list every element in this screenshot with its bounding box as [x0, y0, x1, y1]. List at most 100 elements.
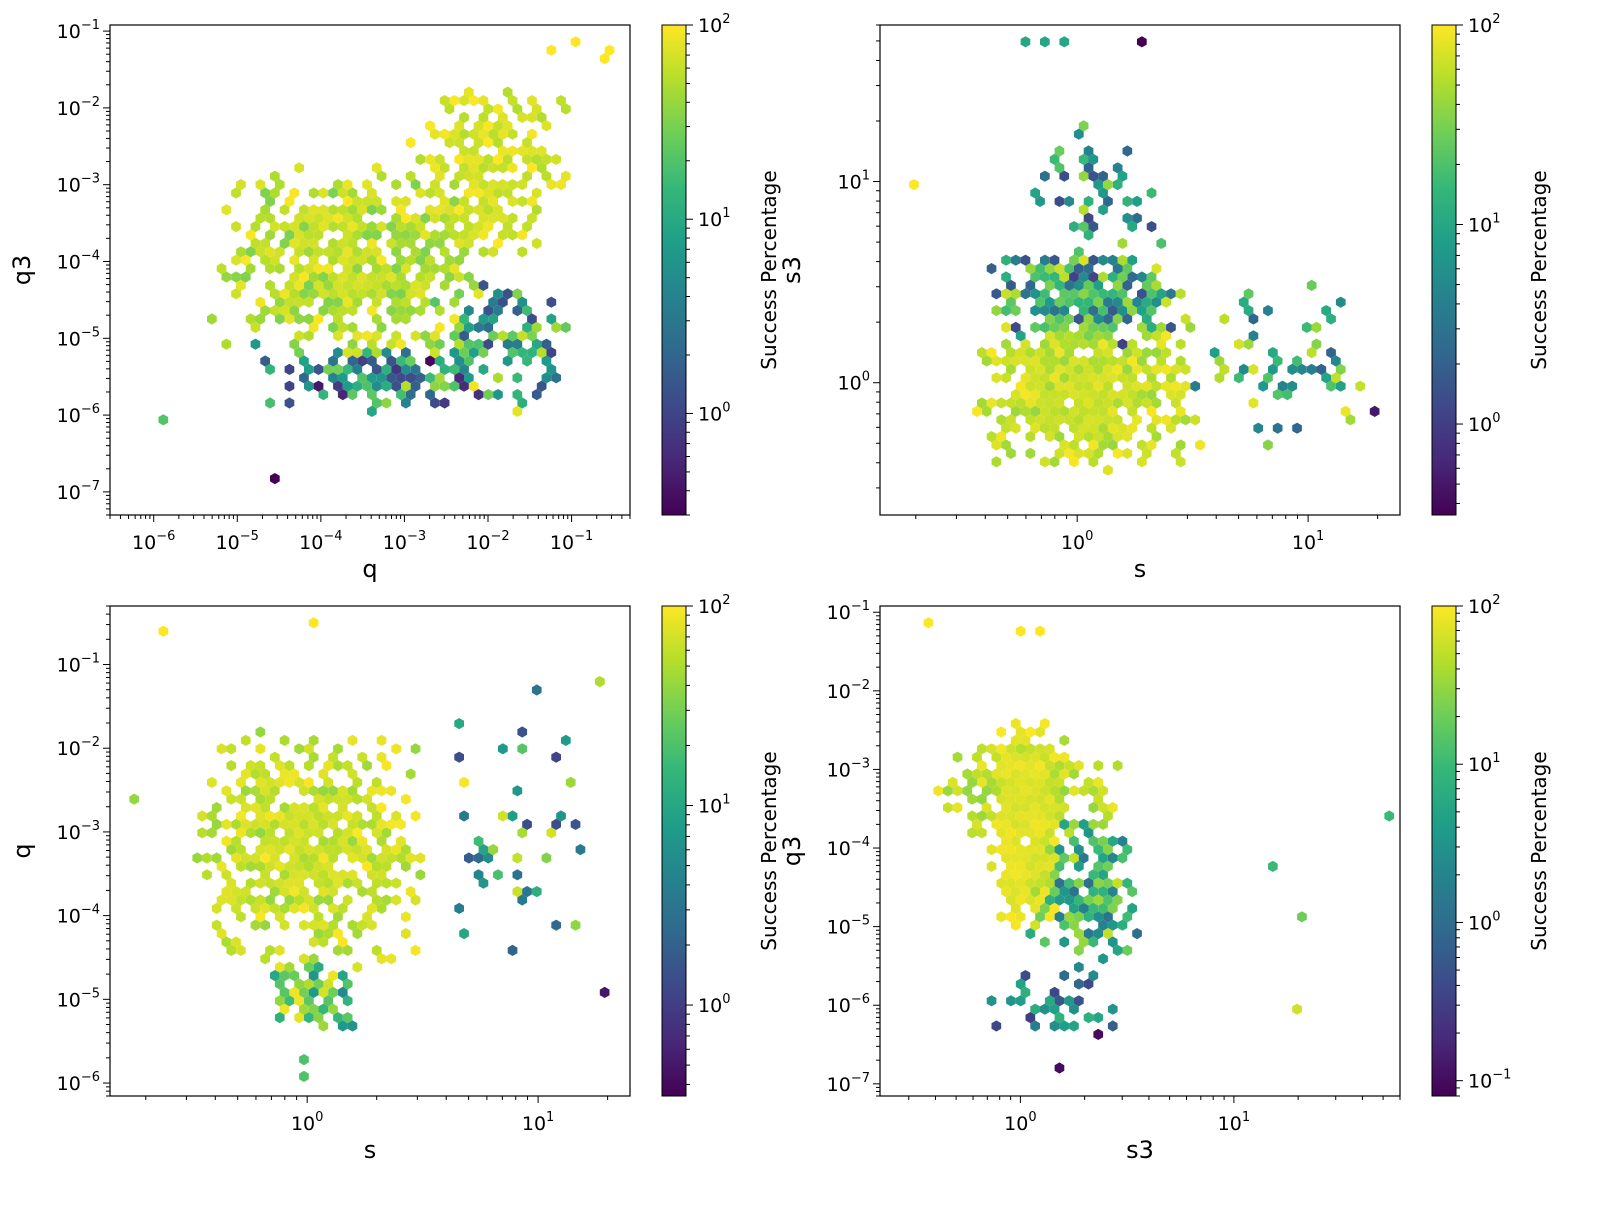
hex-cell: [1127, 338, 1137, 350]
hex-cell: [362, 347, 372, 359]
hex-cell: [449, 296, 460, 308]
hex-cell: [464, 338, 474, 350]
hex-cell: [522, 170, 532, 182]
hex-cell: [250, 221, 261, 233]
hex-cell: [551, 751, 561, 763]
hex-cell: [158, 414, 169, 426]
hex-cell: [488, 296, 498, 308]
hex-cell: [304, 760, 314, 772]
hex-cell: [981, 785, 992, 797]
hex-cell: [425, 372, 435, 384]
hex-cell: [367, 271, 377, 283]
hex-cell: [352, 961, 363, 973]
hex-cell: [972, 768, 982, 780]
hex-cell: [1010, 818, 1021, 830]
hex-cell: [1030, 785, 1040, 797]
hex-cell: [371, 279, 382, 291]
hex-cell: [376, 734, 387, 746]
hex-cell: [308, 271, 319, 283]
hex-cell: [323, 877, 334, 889]
hex-cell: [337, 237, 348, 249]
hex-cell: [323, 296, 334, 308]
hex-cell: [1001, 751, 1011, 763]
hex-cell: [1093, 414, 1104, 426]
hex-cell: [1093, 911, 1104, 923]
hex-cell: [279, 919, 290, 931]
hex-cell: [1263, 439, 1273, 451]
hex-cell: [333, 743, 343, 755]
hex-cell: [396, 355, 406, 367]
hex-cell: [502, 221, 513, 233]
hex-cell: [226, 743, 237, 755]
hex-cell: [362, 195, 372, 207]
hex-cell: [1074, 894, 1084, 906]
hex-cell: [367, 919, 377, 931]
hex-cell: [347, 389, 358, 401]
hex-cell: [1040, 869, 1050, 881]
hex-cell: [1161, 363, 1171, 375]
hex-cell: [328, 785, 338, 797]
hex-cell: [454, 120, 464, 132]
hex-cell: [381, 827, 392, 839]
hex-cell: [342, 279, 353, 291]
hex-cell: [391, 263, 401, 275]
hex-cell: [255, 844, 266, 856]
hex-cell: [1015, 877, 1026, 889]
hex-cell: [265, 776, 275, 788]
hex-cell: [401, 793, 411, 805]
hexbin-cells: [158, 36, 615, 485]
hex-cell: [1059, 936, 1070, 948]
hex-cell: [1141, 447, 1152, 459]
hex-cell: [488, 844, 498, 856]
hex-cell: [294, 978, 304, 990]
hex-cell: [1098, 818, 1108, 830]
y-tick-label: 10−4: [57, 903, 100, 928]
hex-cell: [522, 153, 532, 165]
hex-cell: [260, 254, 270, 266]
hex-cell: [371, 195, 382, 207]
hex-cell: [337, 802, 348, 814]
hex-cell: [502, 120, 513, 132]
hex-cell: [1025, 380, 1036, 392]
hex-cell: [967, 810, 977, 822]
hex-cell: [1074, 431, 1084, 443]
hex-cell: [507, 179, 518, 191]
hex-cell: [1001, 254, 1011, 266]
hex-cell: [1010, 852, 1021, 864]
hex-cell: [255, 911, 266, 923]
hex-cell: [352, 877, 363, 889]
hex-cell: [449, 195, 460, 207]
hex-cell: [308, 818, 319, 830]
hex-cell: [1010, 321, 1021, 333]
hex-cell: [270, 785, 280, 797]
hex-cell: [1049, 372, 1060, 384]
hex-cell: [1083, 928, 1094, 940]
hex-cell: [260, 818, 270, 830]
hex-cell: [1083, 414, 1094, 426]
colorbar-label: Success Percentage: [1527, 170, 1551, 369]
hex-cell: [1151, 380, 1162, 392]
hex-cell: [1069, 288, 1079, 300]
hex-cell: [386, 355, 397, 367]
hex-cell: [1025, 263, 1036, 275]
hex-cell: [328, 187, 338, 199]
hex-cell: [430, 229, 440, 241]
hex-cell: [386, 852, 397, 864]
hex-cell: [391, 195, 401, 207]
hex-cell: [342, 1012, 353, 1024]
hex-cell: [265, 793, 275, 805]
hex-cell: [991, 372, 1002, 384]
panel-1: 10−6 10−5 10−4 10−3 10−2 10−110−710−610−510−4…: [8, 12, 781, 583]
hex-cell: [546, 363, 557, 375]
hex-cell: [488, 313, 498, 325]
hex-cell: [1044, 380, 1055, 392]
hex-cell: [1083, 447, 1094, 459]
hex-cell: [255, 296, 266, 308]
hex-cell: [289, 237, 300, 249]
hex-cell: [1078, 120, 1089, 132]
hex-cell: [260, 305, 270, 317]
hex-cell: [396, 254, 406, 266]
hex-cell: [1006, 363, 1016, 375]
hex-cell: [439, 212, 450, 224]
hex-cell: [337, 970, 348, 982]
